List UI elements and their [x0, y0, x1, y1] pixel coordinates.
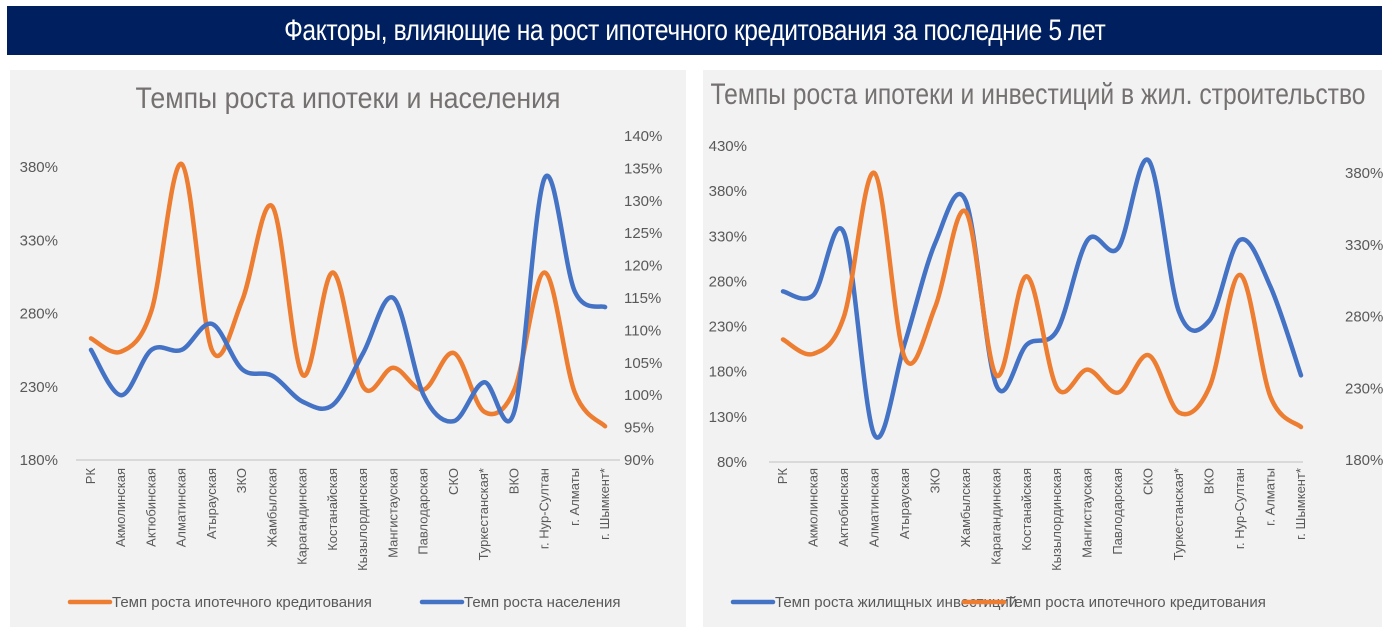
x-category-label: Карагандинская	[295, 468, 310, 565]
x-category-label: ЗКО	[927, 468, 942, 493]
x-category-label: Жамбылская	[264, 468, 279, 547]
y-right-tick-label: 230%	[1345, 380, 1383, 397]
x-category-label: Костанайская	[1019, 468, 1034, 551]
x-category-label: г. Алматы	[1263, 468, 1278, 526]
y-right-tick-label: 95%	[624, 420, 654, 437]
legend-label: Темп роста населения	[464, 594, 621, 611]
y-right-tick-label: 100%	[624, 387, 662, 404]
x-category-label: ВКО	[1202, 468, 1217, 494]
x-category-label: Алматинская	[174, 468, 189, 547]
x-category-label: г. Шымкент*	[597, 468, 612, 540]
y-right-tick-label: 135%	[624, 160, 662, 177]
y-right-tick-label: 115%	[624, 290, 661, 307]
x-category-label: Туркестанская*	[476, 468, 491, 560]
y-right-tick-label: 110%	[624, 322, 661, 339]
page-header: Факторы, влияющие на рост ипотечного кре…	[7, 6, 1382, 55]
x-category-label: Мангистауская	[385, 468, 400, 558]
x-category-label: ЗКО	[234, 468, 249, 493]
page-title: Факторы, влияющие на рост ипотечного кре…	[283, 13, 1106, 47]
chart-title: Темпы роста ипотеки и инвестиций в жил. …	[711, 78, 1366, 111]
x-category-label: ВКО	[506, 468, 521, 494]
x-category-label: Кызылординская	[1049, 468, 1064, 571]
y-left-tick-label: 180%	[20, 452, 58, 469]
chart-panel-mortgage-investment: Темпы роста ипотеки и инвестиций в жил. …	[703, 70, 1384, 627]
y-left-tick-label: 230%	[709, 319, 747, 336]
y-left-tick-label: 280%	[709, 273, 747, 290]
chart-panel-mortgage-population: Темпы роста ипотеки и населения 180% 230% 2…	[10, 70, 686, 627]
y-right-tick-label: 140%	[624, 128, 662, 145]
y-right-tick-label: 130%	[624, 193, 662, 210]
x-category-label: СКО	[446, 468, 461, 495]
y-left-tick-label: 380%	[20, 159, 58, 176]
x-category-label: Атырауская	[897, 468, 912, 539]
y-left-tick-label: 330%	[709, 228, 747, 245]
x-category-label: Атырауская	[204, 468, 219, 539]
x-category-label: Актюбинская	[836, 468, 851, 547]
x-category-label: г. Алматы	[567, 468, 582, 526]
x-category-label: Туркестанская*	[1171, 468, 1186, 560]
series-line-1	[88, 173, 608, 424]
x-category-label: Костанайская	[325, 468, 340, 551]
x-category-label: Кызылординская	[355, 468, 370, 571]
x-category-label: Жамбылская	[958, 468, 973, 547]
y-left-tick-label: 80%	[717, 454, 747, 471]
x-category-label: Павлодарская	[1110, 468, 1125, 555]
x-category-label: Акмолинская	[805, 468, 820, 547]
x-category-label: Актюбинская	[143, 468, 158, 547]
x-category-label: Алматинская	[866, 468, 881, 547]
y-right-tick-label: 125%	[624, 225, 662, 242]
y-right-tick-label: 120%	[624, 258, 662, 275]
y-left-tick-label: 180%	[709, 364, 747, 381]
chart-mortgage-population: Темпы роста ипотеки и населения 180% 230% 2…	[20, 82, 663, 611]
x-category-label: г. Нур-Султан	[1232, 468, 1247, 549]
legend-label: Темп роста ипотечного кредитования	[1006, 594, 1266, 611]
chart-title: Темпы роста ипотеки и населения	[136, 82, 561, 115]
y-right-tick-label: 180%	[1345, 452, 1383, 469]
x-category-label: РК	[83, 468, 98, 485]
y-right-tick-label: 90%	[624, 452, 654, 469]
y-left-tick-label: 330%	[20, 232, 58, 249]
legend-label: Темп роста ипотечного кредитования	[112, 594, 372, 611]
series-line-0	[780, 157, 1304, 440]
x-category-label: г. Нур-Султан	[537, 468, 552, 549]
y-left-tick-label: 230%	[20, 379, 58, 396]
y-left-tick-label: 430%	[709, 138, 747, 155]
y-left-tick-label: 130%	[709, 409, 747, 426]
y-left-tick-label: 280%	[20, 306, 58, 323]
x-category-label: г. Шымкент*	[1293, 468, 1308, 540]
x-category-label: Карагандинская	[988, 468, 1003, 565]
x-category-label: Мангистауская	[1080, 468, 1095, 558]
y-right-tick-label: 380%	[1345, 165, 1383, 182]
x-category-label: РК	[775, 468, 790, 485]
y-left-tick-label: 380%	[709, 183, 747, 200]
x-category-label: Акмолинская	[113, 468, 128, 547]
y-right-tick-label: 280%	[1345, 309, 1383, 326]
chart-mortgage-investment: Темпы роста ипотеки и инвестиций в жил. …	[709, 78, 1384, 611]
y-right-tick-label: 105%	[624, 355, 662, 372]
x-category-label: СКО	[1141, 468, 1156, 495]
legend-label: Темп роста жилищных инвестиций	[775, 594, 1017, 611]
series-line-1	[780, 170, 1304, 430]
y-right-tick-label: 330%	[1345, 237, 1383, 254]
x-category-label: Павлодарская	[416, 468, 431, 555]
